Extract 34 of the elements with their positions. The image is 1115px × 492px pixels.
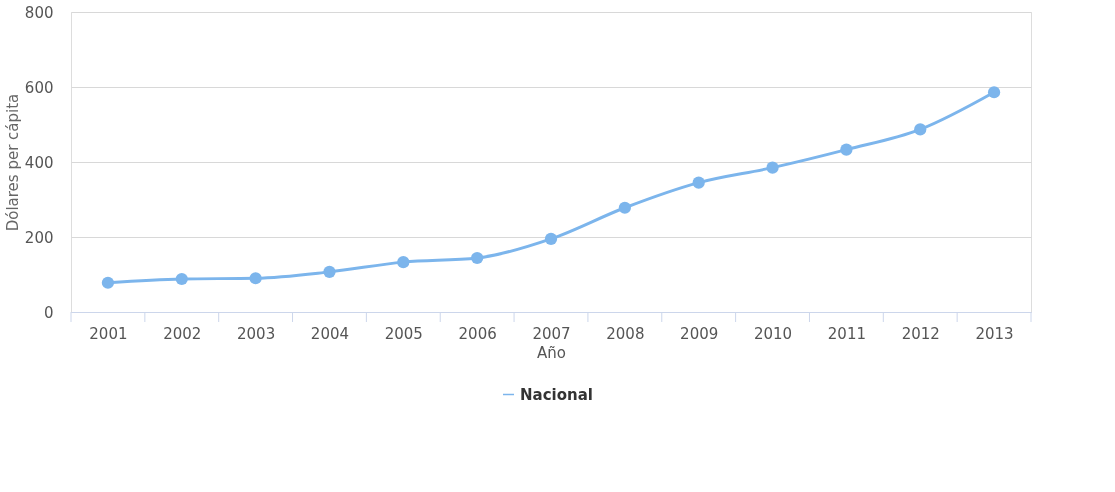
x-axis-title: Año [537, 343, 566, 362]
point [766, 161, 779, 174]
y-tick-label: 0 [43, 303, 54, 322]
y-tick-label: 400 [24, 153, 54, 172]
point [618, 201, 631, 214]
x-tick-label: 2007 [532, 324, 571, 343]
x-tick-label: 2013 [975, 324, 1014, 343]
x-tick-label: 2006 [458, 324, 497, 343]
point [987, 86, 1001, 99]
point [249, 272, 262, 285]
y-tick-label: 200 [24, 228, 54, 247]
y-axis-title: Dólares per cápita [3, 93, 22, 232]
x-tick-label: 2012 [901, 324, 940, 343]
point [397, 256, 410, 269]
x-tick-label: 2003 [237, 324, 276, 343]
point [175, 272, 188, 286]
point [914, 123, 927, 136]
point [101, 276, 115, 289]
x-tick-label: 2002 [163, 324, 202, 343]
x-tick-label: 2005 [384, 324, 423, 343]
x-tick-label: 2010 [753, 324, 793, 343]
x-tick-label: 2001 [89, 324, 128, 343]
y-tick-label: 600 [24, 78, 54, 97]
legend-label: Nacional [520, 385, 593, 404]
point [840, 143, 853, 156]
point [692, 176, 705, 189]
x-tick-label: 2008 [606, 324, 645, 343]
point [544, 232, 558, 245]
point [471, 251, 484, 265]
x-tick-label: 2009 [680, 324, 719, 343]
x-tick-label: 2004 [310, 324, 350, 343]
y-tick-label: 800 [24, 3, 54, 22]
point [323, 265, 336, 278]
x-tick-label: 2011 [827, 324, 866, 343]
